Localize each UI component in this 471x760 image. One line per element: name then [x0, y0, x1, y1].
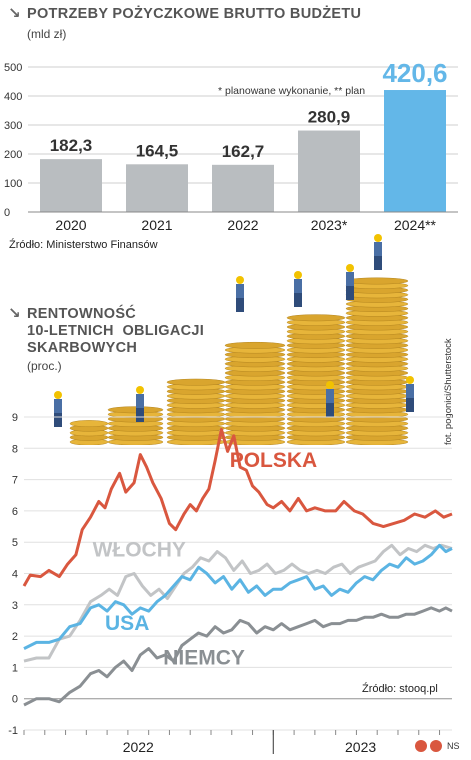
worker-figure-icon	[136, 394, 144, 408]
x-category-label: 2022	[227, 217, 258, 233]
y-tick-label: 9	[12, 412, 18, 424]
worker-helmet-icon	[236, 276, 244, 284]
series-label: POLSKA	[230, 449, 318, 472]
series-line	[23, 606, 453, 707]
coin	[286, 314, 346, 322]
coin	[224, 341, 286, 349]
worker-legs-icon	[326, 403, 334, 417]
bar-chart: 0 100 200 300 400 500 182,3 2020 164,5 2021 162,7 2…	[4, 58, 458, 233]
publisher-logo-text: NS	[447, 741, 460, 751]
y-tick-label: 2	[12, 631, 18, 643]
bar-value-label: 280,9	[308, 108, 351, 127]
y-tick-label: 8	[12, 443, 18, 455]
worker-figure-icon	[326, 389, 334, 403]
worker-legs-icon	[54, 413, 62, 427]
y-tick-label: 4	[12, 569, 18, 581]
x-category-label: 2024**	[394, 217, 437, 233]
section-arrow-icon: ↘	[8, 5, 21, 22]
series-label: WŁOCHY	[93, 538, 186, 561]
worker-legs-icon	[136, 408, 144, 422]
coin	[166, 378, 226, 386]
bar-value-label: 182,3	[50, 136, 93, 155]
y-tick-label: 500	[4, 62, 22, 74]
bar	[384, 90, 446, 212]
coin-stacks-illustration	[54, 234, 414, 445]
series-line	[22, 428, 453, 587]
y-tick-label: 5	[12, 537, 18, 549]
line-chart-title-line3: SKARBOWYCH	[27, 340, 138, 356]
x-category-label: 2020	[55, 217, 86, 233]
line-chart-unit: (proc.)	[27, 359, 62, 373]
series-line	[23, 543, 453, 650]
series-line	[23, 543, 453, 663]
y-tick-label: 300	[4, 120, 22, 132]
publisher-logo: NS	[415, 740, 460, 752]
worker-helmet-icon	[294, 271, 302, 279]
worker-legs-icon	[374, 256, 382, 270]
bar-value-label: 420,6	[382, 58, 447, 88]
y-tick-label: -1	[8, 725, 18, 737]
coin	[345, 277, 409, 285]
line-chart-title-line1: RENTOWNOŚĆ	[27, 306, 137, 322]
worker-figure-icon	[54, 399, 62, 413]
y-tick-label: 100	[4, 178, 22, 190]
worker-figure-icon	[346, 272, 354, 286]
line-chart: -1 0 1 2 3 4 5 6 7 8 9 2022 2023 NIEMCY WŁOCHY USA POLSK…	[8, 412, 453, 755]
worker-helmet-icon	[374, 234, 382, 242]
line-chart-source: Źródło: stooq.pl	[362, 683, 438, 695]
y-tick-label: 200	[4, 149, 22, 161]
publisher-logo-icon	[415, 740, 427, 752]
worker-helmet-icon	[54, 391, 62, 399]
worker-legs-icon	[294, 293, 302, 307]
x-year-label: 2023	[345, 739, 376, 755]
publisher-logo-icon	[430, 740, 442, 752]
series-label: NIEMCY	[163, 646, 245, 669]
worker-figure-icon	[406, 384, 414, 398]
line-chart-title-line2: 10-LETNICH OBLIGACJI	[27, 323, 205, 339]
worker-legs-icon	[236, 298, 244, 312]
worker-helmet-icon	[346, 264, 354, 272]
worker-helmet-icon	[136, 386, 144, 394]
y-tick-label: 3	[12, 600, 18, 612]
worker-figure-icon	[294, 279, 302, 293]
section-arrow-icon: ↘	[8, 305, 21, 322]
worker-figure-icon	[236, 284, 244, 298]
x-year-label: 2022	[123, 739, 154, 755]
worker-helmet-icon	[326, 381, 334, 389]
y-tick-label: 1	[12, 662, 18, 674]
bar	[40, 159, 102, 212]
y-tick-label: 7	[12, 475, 18, 487]
bar-chart-source: Źródło: Ministerstwo Finansów	[9, 239, 158, 251]
bar-value-label: 164,5	[136, 141, 179, 160]
bar	[298, 130, 360, 212]
worker-figure-icon	[374, 242, 382, 256]
bar-chart-note: * planowane wykonanie, ** plan	[218, 85, 366, 97]
worker-legs-icon	[346, 286, 354, 300]
worker-legs-icon	[406, 398, 414, 412]
bar-value-label: 162,7	[222, 142, 265, 161]
bar-chart-title: POTRZEBY POŻYCZKOWE BRUTTO BUDŻETU	[27, 6, 362, 22]
y-tick-label: 0	[12, 694, 18, 706]
y-tick-label: 400	[4, 91, 22, 103]
y-tick-label: 0	[4, 207, 10, 219]
y-tick-label: 6	[12, 506, 18, 518]
bar-chart-unit: (mld zł)	[27, 27, 67, 41]
coin	[107, 406, 164, 414]
worker-helmet-icon	[406, 376, 414, 384]
x-category-label: 2023*	[311, 217, 348, 233]
bar	[212, 164, 274, 212]
series-label: USA	[105, 612, 149, 635]
x-category-label: 2021	[141, 217, 172, 233]
bar	[126, 164, 188, 212]
